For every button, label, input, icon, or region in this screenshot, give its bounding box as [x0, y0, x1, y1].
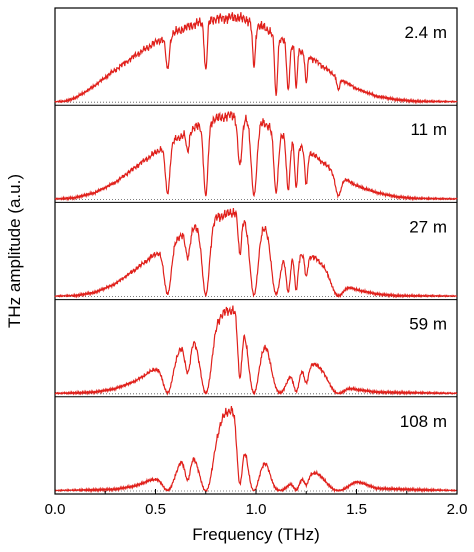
- x-tick-label-3: 1.5: [346, 501, 367, 518]
- panel-labels: 2.4 m 11 m 27 m 59 m 108 m: [400, 23, 447, 431]
- panel-label-0: 2.4 m: [404, 23, 447, 42]
- panel-label-1: 11 m: [410, 120, 447, 139]
- panel-label-4: 108 m: [400, 412, 447, 431]
- x-tick-label-2: 1.0: [246, 501, 267, 518]
- x-tick-label-0: 0.0: [45, 501, 66, 518]
- y-axis-title: THz amplitude (a.u.): [5, 174, 24, 328]
- x-tick-label-4: 2.0: [447, 501, 468, 518]
- spectrum-line-0: [54, 12, 458, 105]
- plot-frame: [54, 7, 458, 495]
- spectra: [54, 12, 458, 494]
- panel-label-2: 27 m: [409, 217, 447, 236]
- x-axis-title: Frequency (THz): [192, 525, 320, 544]
- x-axis: 0.0 0.5 1.0 1.5 2.0: [45, 489, 468, 518]
- spectrum-line-1: [54, 111, 458, 202]
- plot-area: 2.4 m 11 m 27 m 59 m 108 m: [54, 7, 458, 495]
- panel-separators: [55, 104, 457, 398]
- spectrum-line-4: [54, 406, 458, 494]
- panel-baselines: [55, 101, 457, 492]
- panel-label-3: 59 m: [409, 315, 447, 334]
- spectrum-line-3: [54, 305, 458, 396]
- x-tick-label-1: 0.5: [145, 501, 166, 518]
- spectrum-line-2: [54, 207, 458, 299]
